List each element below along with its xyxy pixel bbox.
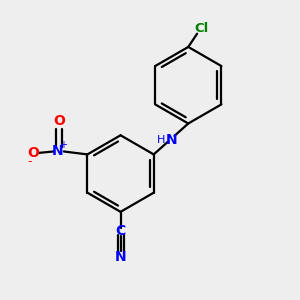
Text: Cl: Cl: [194, 22, 209, 35]
Text: -: -: [27, 155, 32, 168]
Text: O: O: [53, 114, 65, 128]
Text: N: N: [52, 145, 64, 158]
Text: N: N: [165, 133, 177, 147]
Text: N: N: [115, 250, 126, 264]
Text: H: H: [157, 135, 165, 145]
Text: +: +: [59, 140, 67, 150]
Text: C: C: [116, 224, 126, 238]
Text: O: O: [27, 146, 39, 160]
